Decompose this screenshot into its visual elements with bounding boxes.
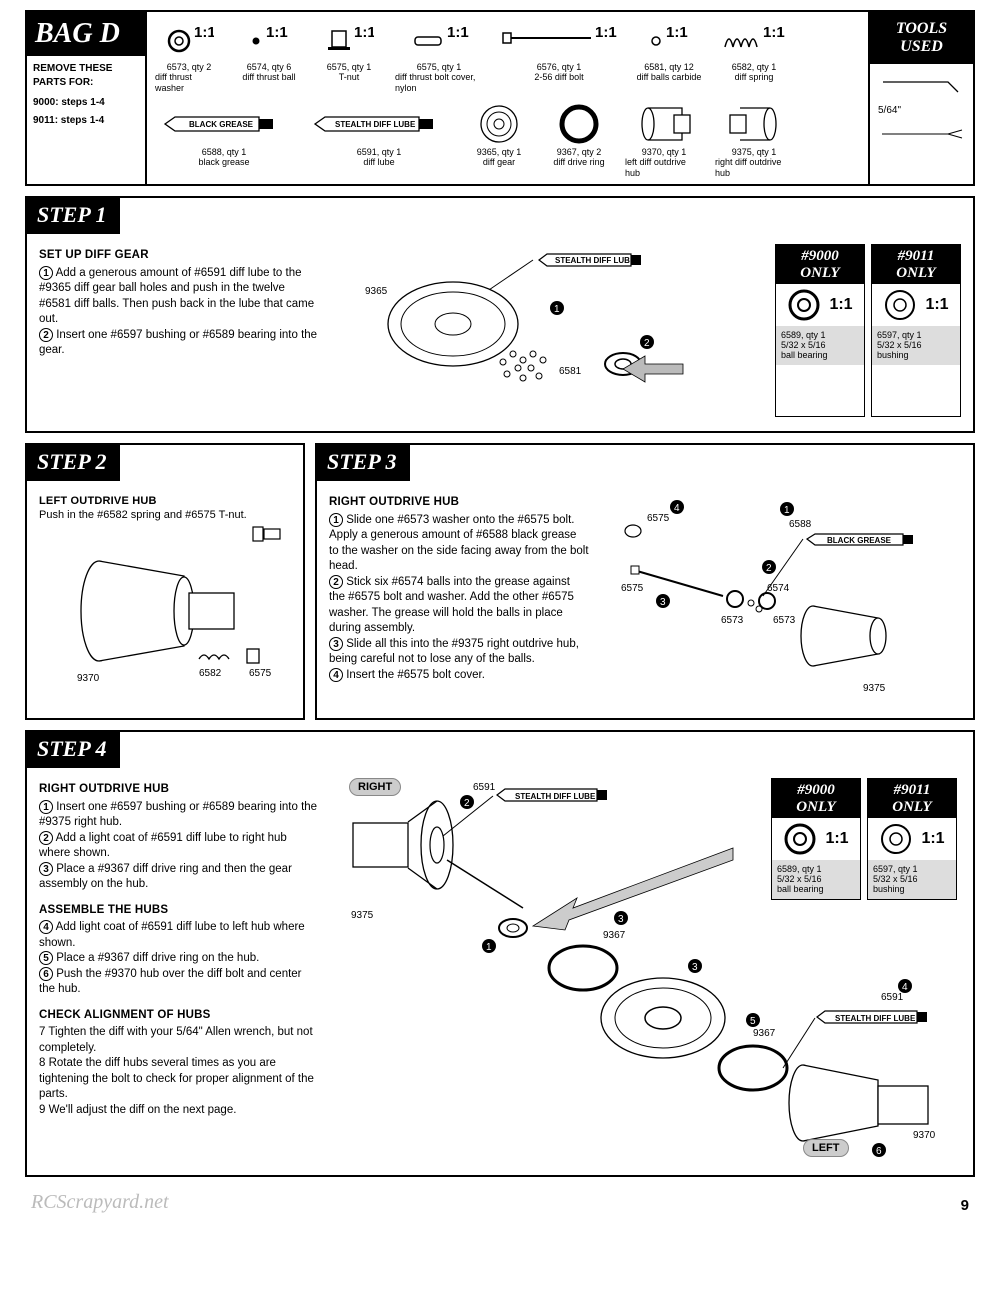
svg-text:1: 1 — [554, 304, 560, 315]
step-4: STEP 4 RIGHT OUTDRIVE HUB 1 Insert one #… — [25, 730, 975, 1177]
svg-text:2: 2 — [644, 338, 650, 349]
step1-only-boxes: #9000 ONLY 1:1 6589, qty 1 5/32 x 5/16 b… — [775, 244, 961, 417]
svg-text:6591: 6591 — [881, 992, 904, 1003]
svg-text:9375: 9375 — [863, 683, 886, 694]
step-1: STEP 1 SET UP DIFF GEAR 1 Add a generous… — [25, 196, 975, 433]
tools-body: 5/64" — [870, 64, 973, 184]
svg-text:1:1: 1:1 — [266, 24, 288, 41]
svg-text:1: 1 — [486, 942, 492, 953]
part-9370: 9370, qty 1left diff outdrive hub — [619, 101, 709, 180]
part-6575-cover: 1:1 6575, qty 1diff thrust bolt cover, n… — [389, 16, 489, 95]
part-9375: 9375, qty 1right diff outdrive hub — [709, 101, 799, 180]
step1-diagram: STEALTH DIFF LUBE 9365 6581 1 — [333, 244, 761, 417]
page-footer: RCScrapyard.net 9 — [25, 1187, 975, 1214]
watermark: RCScrapyard.net — [31, 1191, 169, 1214]
part-6576: 1:1 6576, qty 12-56 diff bolt — [489, 16, 629, 95]
part-6582: 1:1 6582, qty 1diff spring — [709, 16, 799, 95]
part-6588: BLACK GREASE 6588, qty 1black grease — [149, 101, 299, 180]
part-6581: 1:1 6581, qty 12diff balls carbide — [629, 16, 709, 95]
part-9365: 9365, qty 1diff gear — [459, 101, 539, 180]
part-6574: 1:1 6574, qty 6diff thrust ball — [229, 16, 309, 95]
only-9011-s4: #9011 ONLY 1:1 6597, qty 1 5/32 x 5/16 b… — [867, 778, 957, 900]
step-2: STEP 2 LEFT OUTDRIVE HUB Push in the #65… — [25, 443, 305, 720]
svg-text:STEALTH DIFF LUBE: STEALTH DIFF LUBE — [515, 792, 596, 801]
part-6573: 1:1 6573, qty 2diff thrust washer — [149, 16, 229, 95]
step4-title: STEP 4 — [27, 732, 120, 768]
bag-title: BAG D — [27, 12, 145, 56]
tools-title: TOOLS USED — [870, 12, 973, 64]
svg-text:1:1: 1:1 — [194, 24, 214, 41]
step1-b2: Insert one #6597 bushing or #6589 bearin… — [39, 329, 317, 357]
kit-9011: 9011: steps 1-4 — [33, 114, 139, 128]
step4-text: RIGHT OUTDRIVE HUB 1 Insert one #6597 bu… — [39, 778, 319, 1118]
svg-text:1:1: 1:1 — [666, 24, 688, 41]
page-number: 9 — [961, 1197, 969, 1214]
svg-text:6581: 6581 — [559, 366, 582, 377]
remove-label: REMOVE THESE PARTS FOR: — [33, 62, 139, 90]
step-3: STEP 3 RIGHT OUTDRIVE HUB 1 Slide one #6… — [315, 443, 975, 720]
svg-text:BLACK GREASE: BLACK GREASE — [189, 120, 254, 129]
part-6591: STEALTH DIFF LUBE 6591, qty 1diff lube — [299, 101, 459, 180]
svg-text:6575: 6575 — [621, 583, 644, 594]
svg-text:3: 3 — [660, 597, 666, 608]
right-badge: RIGHT — [349, 778, 401, 796]
step2-text: Push in the #6582 spring and #6575 T-nut… — [39, 509, 291, 521]
left-badge: LEFT — [803, 1139, 849, 1157]
svg-text:9367: 9367 — [753, 1028, 776, 1039]
svg-text:6582: 6582 — [199, 668, 222, 679]
kit-9000: 9000: steps 1-4 — [33, 96, 139, 110]
svg-text:6573: 6573 — [773, 615, 796, 626]
svg-text:1:1: 1:1 — [595, 24, 617, 41]
step4-diagram: RIGHT 9375 STEALTH DIFF LUBE 6591 2 — [333, 778, 961, 1161]
svg-text:STEALTH DIFF LUBE: STEALTH DIFF LUBE — [555, 256, 636, 265]
only-9011: #9011 ONLY 1:1 6597, qty 1 5/32 x 5/16 b… — [871, 244, 961, 417]
step2-diagram: 9370 6582 6575 — [39, 521, 289, 691]
parts-grid: 1:1 6573, qty 2diff thrust washer 1:1 65… — [147, 12, 868, 184]
part-9367: 9367, qty 2diff drive ring — [539, 101, 619, 180]
svg-text:3: 3 — [692, 962, 698, 973]
svg-text:9370: 9370 — [77, 673, 100, 684]
svg-text:2: 2 — [464, 798, 470, 809]
svg-text:9365: 9365 — [365, 286, 388, 297]
svg-text:6: 6 — [876, 1146, 882, 1157]
svg-text:6573: 6573 — [721, 615, 744, 626]
svg-text:STEALTH DIFF LUBE: STEALTH DIFF LUBE — [335, 120, 416, 129]
svg-text:6575: 6575 — [249, 668, 272, 679]
svg-text:1:1: 1:1 — [447, 24, 469, 41]
svg-text:1: 1 — [784, 505, 790, 516]
svg-text:1:1: 1:1 — [354, 24, 374, 41]
step1-title: STEP 1 — [27, 198, 120, 234]
step3-text: RIGHT OUTDRIVE HUB 1 Slide one #6573 was… — [329, 491, 589, 704]
step1-b1: Add a generous amount of #6591 diff lube… — [39, 267, 314, 326]
svg-text:9370: 9370 — [913, 1130, 936, 1141]
svg-text:STEALTH DIFF LUBE: STEALTH DIFF LUBE — [835, 1014, 916, 1023]
part-6575-tnut: 1:1 6575, qty 1T-nut — [309, 16, 389, 95]
svg-text:6575: 6575 — [647, 513, 670, 524]
step1-text: SET UP DIFF GEAR 1 Add a generous amount… — [39, 244, 319, 417]
only-9000-s4: #9000 ONLY 1:1 6589, qty 1 5/32 x 5/16 b… — [771, 778, 861, 900]
tool-size: 5/64" — [878, 105, 965, 116]
svg-text:4: 4 — [674, 503, 680, 514]
svg-text:9367: 9367 — [603, 930, 626, 941]
svg-text:3: 3 — [618, 914, 624, 925]
step1-subhead: SET UP DIFF GEAR — [39, 248, 319, 264]
step3-diagram: 6575 4 6575 3 6573 6574 6573 2 — [603, 491, 961, 704]
svg-text:1:1: 1:1 — [763, 24, 785, 41]
svg-text:9375: 9375 — [351, 910, 374, 921]
svg-text:6588: 6588 — [789, 519, 812, 530]
bag-header: BAG D REMOVE THESE PARTS FOR: 9000: step… — [25, 10, 975, 186]
svg-text:BLACK GREASE: BLACK GREASE — [827, 536, 892, 545]
svg-text:2: 2 — [766, 563, 772, 574]
svg-text:5: 5 — [750, 1016, 756, 1027]
tools-column: TOOLS USED 5/64" — [868, 12, 973, 184]
step3-title: STEP 3 — [317, 445, 410, 481]
bag-subtext: REMOVE THESE PARTS FOR: 9000: steps 1-4 … — [27, 56, 145, 134]
svg-text:4: 4 — [902, 982, 908, 993]
step2-title: STEP 2 — [27, 445, 120, 481]
bag-left-column: BAG D REMOVE THESE PARTS FOR: 9000: step… — [27, 12, 147, 184]
step4-only-boxes: #9000 ONLY 1:1 6589, qty 1 5/32 x 5/16 b… — [771, 778, 957, 900]
only-9000: #9000 ONLY 1:1 6589, qty 1 5/32 x 5/16 b… — [775, 244, 865, 417]
step2-subhead: LEFT OUTDRIVE HUB — [39, 495, 291, 507]
svg-text:6591: 6591 — [473, 782, 496, 793]
